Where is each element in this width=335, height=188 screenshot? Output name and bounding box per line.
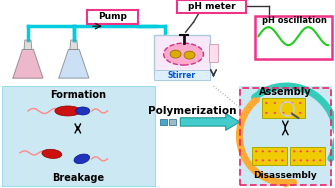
Ellipse shape <box>184 51 195 59</box>
FancyBboxPatch shape <box>209 44 218 62</box>
Polygon shape <box>70 40 78 50</box>
Ellipse shape <box>293 150 295 152</box>
Ellipse shape <box>299 102 302 104</box>
FancyBboxPatch shape <box>177 0 246 13</box>
FancyBboxPatch shape <box>262 98 305 118</box>
Ellipse shape <box>274 102 276 104</box>
Ellipse shape <box>275 159 277 161</box>
Ellipse shape <box>274 112 276 114</box>
Ellipse shape <box>313 159 315 161</box>
Text: pH meter: pH meter <box>188 2 235 11</box>
Text: Breakage: Breakage <box>52 173 104 183</box>
Ellipse shape <box>170 50 181 58</box>
FancyBboxPatch shape <box>159 119 166 125</box>
Ellipse shape <box>299 159 302 161</box>
Ellipse shape <box>306 159 309 161</box>
Text: Stirrer: Stirrer <box>168 70 196 80</box>
Polygon shape <box>60 61 87 78</box>
Text: Assembly: Assembly <box>259 87 312 97</box>
Ellipse shape <box>262 159 264 161</box>
Ellipse shape <box>265 112 268 114</box>
Ellipse shape <box>281 159 283 161</box>
FancyBboxPatch shape <box>169 119 176 125</box>
Polygon shape <box>59 50 89 78</box>
FancyBboxPatch shape <box>87 10 138 24</box>
Ellipse shape <box>74 154 89 164</box>
FancyBboxPatch shape <box>2 86 155 186</box>
Ellipse shape <box>262 150 264 152</box>
FancyBboxPatch shape <box>240 86 332 186</box>
Ellipse shape <box>268 159 271 161</box>
Ellipse shape <box>282 112 284 114</box>
Ellipse shape <box>299 150 302 152</box>
Ellipse shape <box>42 149 62 158</box>
Polygon shape <box>14 61 42 78</box>
Ellipse shape <box>282 102 284 104</box>
Ellipse shape <box>268 150 271 152</box>
Ellipse shape <box>319 150 322 152</box>
Text: Disassembly: Disassembly <box>254 171 317 180</box>
Ellipse shape <box>290 102 293 104</box>
Text: pH oscillation: pH oscillation <box>262 16 327 25</box>
Ellipse shape <box>275 150 277 152</box>
Ellipse shape <box>313 150 315 152</box>
Ellipse shape <box>255 150 258 152</box>
Text: Pump: Pump <box>98 12 127 21</box>
Ellipse shape <box>290 112 293 114</box>
Text: Formation: Formation <box>50 90 106 100</box>
Polygon shape <box>24 40 32 50</box>
Ellipse shape <box>265 102 268 104</box>
Ellipse shape <box>299 112 302 114</box>
FancyArrowPatch shape <box>180 114 240 130</box>
Ellipse shape <box>255 159 258 161</box>
FancyBboxPatch shape <box>154 70 210 80</box>
Ellipse shape <box>281 150 283 152</box>
Ellipse shape <box>319 159 322 161</box>
Ellipse shape <box>55 106 81 116</box>
Ellipse shape <box>76 107 90 115</box>
FancyBboxPatch shape <box>154 35 210 74</box>
Ellipse shape <box>163 43 204 65</box>
FancyBboxPatch shape <box>290 147 325 165</box>
FancyBboxPatch shape <box>255 16 332 59</box>
FancyBboxPatch shape <box>252 147 287 165</box>
Ellipse shape <box>306 150 309 152</box>
Polygon shape <box>13 50 43 78</box>
Ellipse shape <box>293 159 295 161</box>
Text: Polymerization: Polymerization <box>148 106 237 116</box>
